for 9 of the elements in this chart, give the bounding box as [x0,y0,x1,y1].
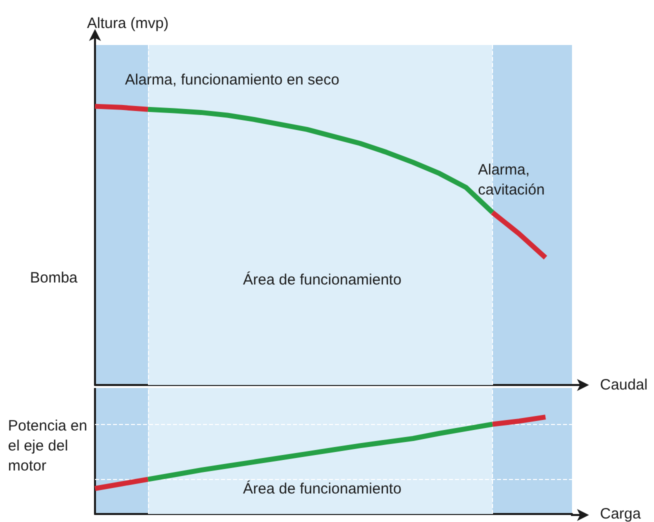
y-axis-title: Potencia en el eje del motor [8,418,92,474]
x-axis-title: Caudal [600,376,648,394]
annotation: Alarma, cavitación [478,162,545,198]
text: Bomba [30,270,78,286]
text: Alarma, funcionamiento en seco [125,72,340,88]
annotation: Área de funcionamiento [243,480,402,498]
y-axis-title: Altura (mvp) [87,15,169,32]
annotation: Área de funcionamiento [243,270,402,288]
x-axis-title: Carga [600,506,642,522]
